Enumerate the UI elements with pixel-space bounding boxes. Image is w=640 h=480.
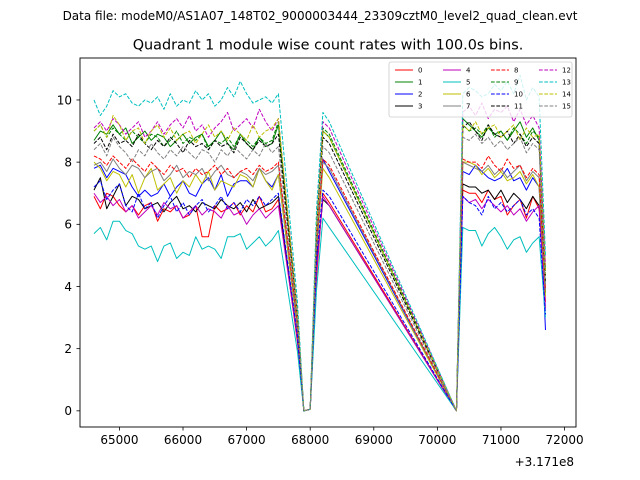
legend-label-6: 6 — [466, 91, 471, 99]
y-tick-label: 8 — [64, 155, 72, 169]
legend-label-7: 7 — [466, 103, 470, 111]
series-line-15 — [93, 133, 546, 412]
plot-frame — [79, 57, 577, 428]
legend-label-13: 13 — [562, 79, 571, 87]
series-line-7 — [93, 158, 546, 412]
legend-label-12: 12 — [562, 67, 571, 75]
series-line-4 — [93, 192, 546, 412]
x-offset-label: +3.171e8 — [515, 455, 574, 469]
series-line-9 — [93, 121, 546, 412]
series-line-8 — [93, 155, 546, 412]
legend-label-14: 14 — [562, 91, 571, 99]
legend-label-3: 3 — [418, 103, 422, 111]
series-line-12 — [93, 102, 546, 412]
legend-label-4: 4 — [466, 67, 471, 75]
series-line-10 — [93, 180, 546, 412]
legend-label-9: 9 — [514, 79, 518, 87]
series-line-6 — [93, 161, 546, 412]
series-line-3 — [93, 177, 546, 412]
y-tick-label: 2 — [64, 342, 72, 356]
legend-label-10: 10 — [514, 91, 523, 99]
legend-label-11: 11 — [514, 103, 523, 111]
legend-label-1: 1 — [418, 79, 422, 87]
y-axis: 0 2 4 6 8 10 — [57, 93, 80, 418]
x-tick-label: 68000 — [291, 433, 329, 447]
legend-label-8: 8 — [514, 67, 518, 75]
x-tick-label: 70000 — [418, 433, 456, 447]
y-tick-label: 6 — [64, 218, 72, 232]
chart-title: Quadrant 1 module wise count rates with … — [133, 38, 524, 54]
x-tick-label: 65000 — [100, 433, 138, 447]
y-tick-label: 0 — [64, 404, 72, 418]
legend-label-5: 5 — [466, 79, 470, 87]
x-tick-label: 69000 — [355, 433, 393, 447]
legend-box — [388, 61, 573, 118]
x-tick-label: 71000 — [482, 433, 520, 447]
legend-label-2: 2 — [418, 91, 422, 99]
series-lines — [93, 74, 546, 412]
figure-supertitle: Data file: modeM0/AS1A07_148T02_90000034… — [63, 9, 578, 23]
legend-label-0: 0 — [418, 67, 422, 75]
x-axis: 65000 66000 67000 68000 69000 70000 71000 72000 — [100, 427, 584, 447]
series-line-5 — [93, 217, 546, 412]
y-tick-label: 10 — [57, 93, 72, 107]
x-tick-label: 72000 — [545, 433, 583, 447]
x-tick-label: 67000 — [228, 433, 266, 447]
legend-label-15: 15 — [562, 103, 571, 111]
series-line-14 — [93, 115, 546, 412]
y-tick-label: 4 — [64, 280, 72, 294]
x-tick-label: 66000 — [164, 433, 202, 447]
